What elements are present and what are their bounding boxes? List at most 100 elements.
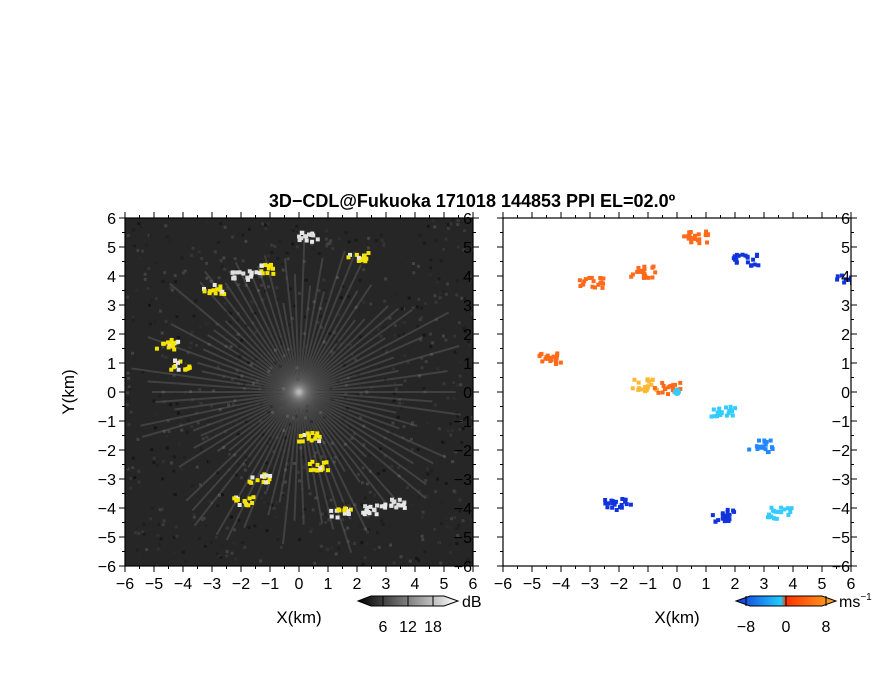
noise-pixel — [390, 464, 394, 468]
echo-pixel — [212, 283, 217, 288]
velocity-pixel — [709, 414, 714, 419]
noise-pixel — [203, 457, 207, 461]
noise-pixel — [205, 435, 209, 439]
noise-pixel — [409, 467, 413, 471]
noise-pixel — [200, 256, 204, 260]
noise-pixel — [377, 545, 381, 549]
noise-pixel — [250, 300, 254, 304]
noise-pixel — [291, 229, 295, 233]
velocity-pixel — [636, 380, 641, 385]
noise-pixel — [223, 387, 227, 391]
noise-pixel — [152, 456, 156, 460]
noise-pixel — [222, 446, 226, 450]
noise-pixel — [428, 273, 432, 277]
ray — [298, 391, 418, 427]
noise-pixel — [428, 332, 432, 336]
noise-pixel — [452, 334, 456, 338]
velocity-pixel — [853, 279, 857, 283]
ray — [283, 258, 300, 393]
echo-pixel — [367, 511, 372, 516]
noise-pixel — [352, 545, 356, 549]
noise-pixel — [260, 283, 264, 287]
echo-pixel — [185, 366, 190, 371]
velocity-pixel — [630, 272, 635, 277]
noise-pixel — [133, 357, 137, 361]
ray — [298, 391, 414, 465]
noise-pixel — [161, 459, 165, 463]
velocity-pixel — [665, 392, 670, 397]
noise-pixel — [304, 278, 308, 282]
noise-pixel — [210, 501, 214, 505]
noise-pixel — [319, 539, 323, 543]
velocity-pixel — [751, 257, 756, 262]
velocity-pixel — [714, 414, 719, 419]
noise-pixel — [420, 366, 424, 370]
noise-pixel — [281, 492, 285, 496]
left-y-tick-label: 6 — [107, 211, 116, 228]
echo-pixel — [309, 438, 314, 443]
noise-pixel — [366, 514, 370, 518]
velocity-pixel — [650, 377, 655, 382]
noise-pixel — [460, 440, 464, 444]
noise-pixel — [242, 382, 246, 386]
noise-pixel — [317, 288, 321, 292]
noise-pixel — [362, 424, 366, 428]
velocity-pixel — [705, 233, 710, 238]
noise-pixel — [157, 294, 161, 298]
noise-pixel — [406, 360, 410, 364]
noise-pixel — [146, 286, 150, 290]
noise-pixel — [417, 558, 421, 562]
noise-pixel — [407, 296, 411, 300]
noise-pixel — [142, 522, 146, 526]
noise-pixel — [218, 489, 222, 493]
velocity-pixel — [697, 241, 702, 246]
noise-pixel — [154, 412, 158, 416]
velocity-pixel — [745, 255, 750, 260]
velocity-origin-marker — [673, 388, 681, 396]
noise-pixel — [322, 340, 326, 344]
velocity-pixel — [859, 277, 863, 281]
echo-pixel — [362, 258, 367, 263]
noise-pixel — [455, 349, 459, 353]
noise-pixel — [391, 421, 395, 425]
noise-pixel — [435, 280, 439, 284]
right-y-tick-label-inner: −3 — [832, 472, 850, 489]
ray — [298, 230, 306, 393]
noise-pixel — [397, 343, 401, 347]
noise-pixel — [160, 331, 164, 335]
noise-pixel — [455, 293, 459, 297]
noise-pixel — [334, 552, 338, 556]
noise-pixel — [383, 436, 387, 440]
noise-pixel — [270, 527, 274, 531]
noise-pixel — [336, 380, 340, 384]
ray — [298, 391, 396, 499]
velocity-pixel — [687, 230, 692, 235]
noise-pixel — [326, 242, 330, 246]
noise-pixel — [445, 282, 449, 286]
noise-pixel — [411, 306, 415, 310]
noise-pixel — [158, 309, 162, 313]
noise-pixel — [329, 511, 333, 515]
noise-pixel — [311, 295, 315, 299]
velocity-pixel — [686, 236, 691, 241]
noise-pixel — [152, 461, 156, 465]
noise-pixel — [299, 446, 303, 450]
noise-pixel — [129, 476, 133, 480]
noise-pixel — [380, 519, 384, 523]
noise-pixel — [362, 443, 366, 447]
noise-pixel — [275, 501, 279, 505]
left-y-tick-label: 5 — [107, 240, 116, 257]
echo-pixel — [263, 263, 268, 268]
noise-pixel — [330, 546, 334, 550]
echo-pixel — [306, 436, 311, 441]
noise-pixel — [397, 466, 401, 470]
noise-pixel — [240, 374, 244, 378]
noise-pixel — [173, 391, 177, 395]
noise-pixel — [453, 515, 457, 519]
noise-pixel — [191, 398, 195, 402]
velocity-pixel — [779, 505, 784, 510]
noise-pixel — [415, 556, 419, 560]
noise-pixel — [448, 543, 452, 547]
noise-pixel — [191, 246, 195, 250]
noise-pixel — [442, 290, 446, 294]
